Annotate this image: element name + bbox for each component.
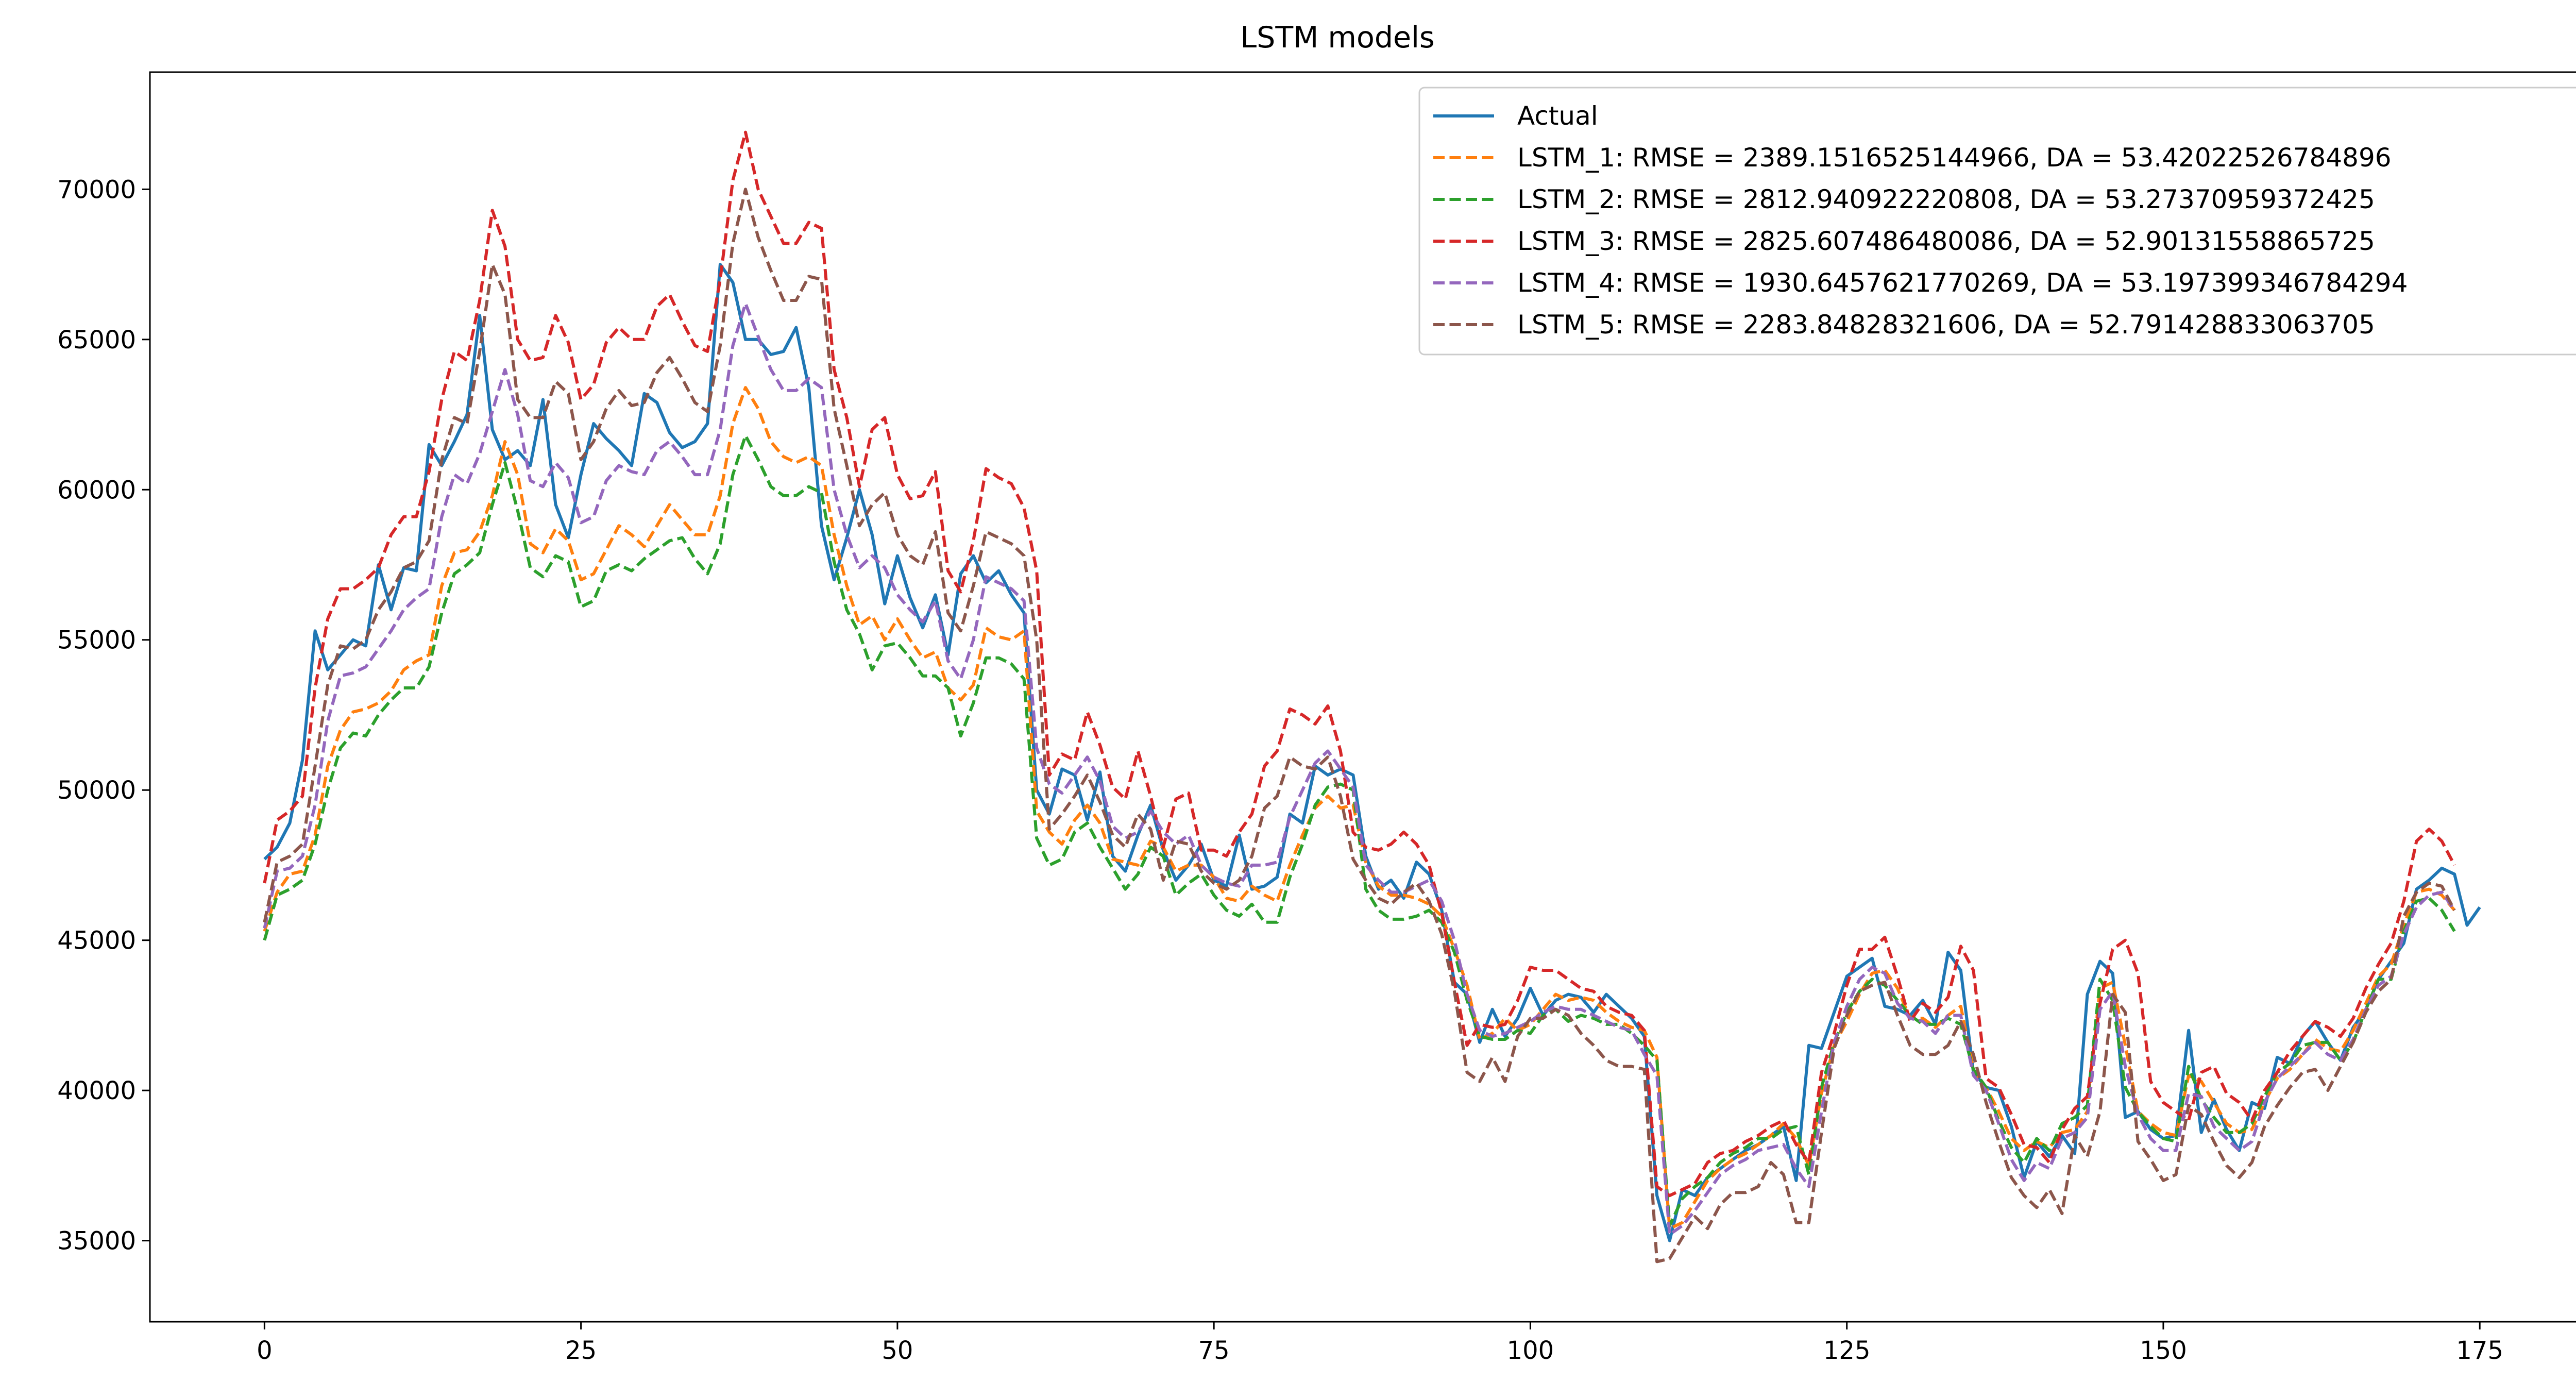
y-tick-label: 40000 — [57, 1076, 136, 1105]
y-tick-label: 65000 — [57, 326, 136, 355]
series-line-5 — [263, 188, 2456, 1264]
x-tick-label: 100 — [1507, 1336, 1554, 1365]
chart-title: LSTM models — [1240, 21, 1434, 55]
legend-label-0: Actual — [1517, 101, 1598, 131]
legend: Actual LSTM_1: RMSE = 2389.1516525144966,… — [1418, 87, 2576, 356]
x-tick-label: 125 — [1823, 1336, 1871, 1365]
x-tick-label: 150 — [2140, 1336, 2187, 1365]
x-axis: 0 25 50 75 100 125 150 175 — [257, 1322, 2503, 1365]
x-tick-label: 50 — [882, 1336, 913, 1365]
legend-label-2: LSTM_2: RMSE = 2812.940922220808, DA = 5… — [1517, 184, 2375, 214]
y-tick-label: 50000 — [57, 776, 136, 805]
legend-box — [1418, 87, 2576, 356]
y-tick-label: 70000 — [57, 175, 136, 204]
y-tick-label: 55000 — [57, 626, 136, 655]
x-tick-label: 0 — [257, 1336, 273, 1365]
y-axis: 35000 40000 45000 50000 55000 60000 65000 70000 — [57, 175, 150, 1256]
legend-label-1: LSTM_1: RMSE = 2389.1516525144966, DA = … — [1517, 143, 2392, 173]
x-tick-label: 175 — [2456, 1336, 2503, 1365]
series-group — [263, 130, 2481, 1264]
legend-label-4: LSTM_4: RMSE = 1930.6457621770269, DA = … — [1517, 268, 2408, 298]
series-line-4 — [263, 301, 2456, 1236]
plot-frame — [149, 71, 2576, 1323]
legend-label-5: LSTM_5: RMSE = 2283.84828321606, DA = 52… — [1517, 310, 2375, 340]
x-tick-label: 75 — [1198, 1336, 1230, 1365]
legend-label-3: LSTM_3: RMSE = 2825.607486480086, DA = 5… — [1517, 226, 2375, 256]
series-line-3 — [263, 130, 2456, 1198]
y-tick-label: 45000 — [57, 927, 136, 955]
x-tick-label: 25 — [565, 1336, 597, 1365]
y-tick-label: 35000 — [57, 1227, 136, 1256]
y-tick-label: 60000 — [57, 476, 136, 504]
